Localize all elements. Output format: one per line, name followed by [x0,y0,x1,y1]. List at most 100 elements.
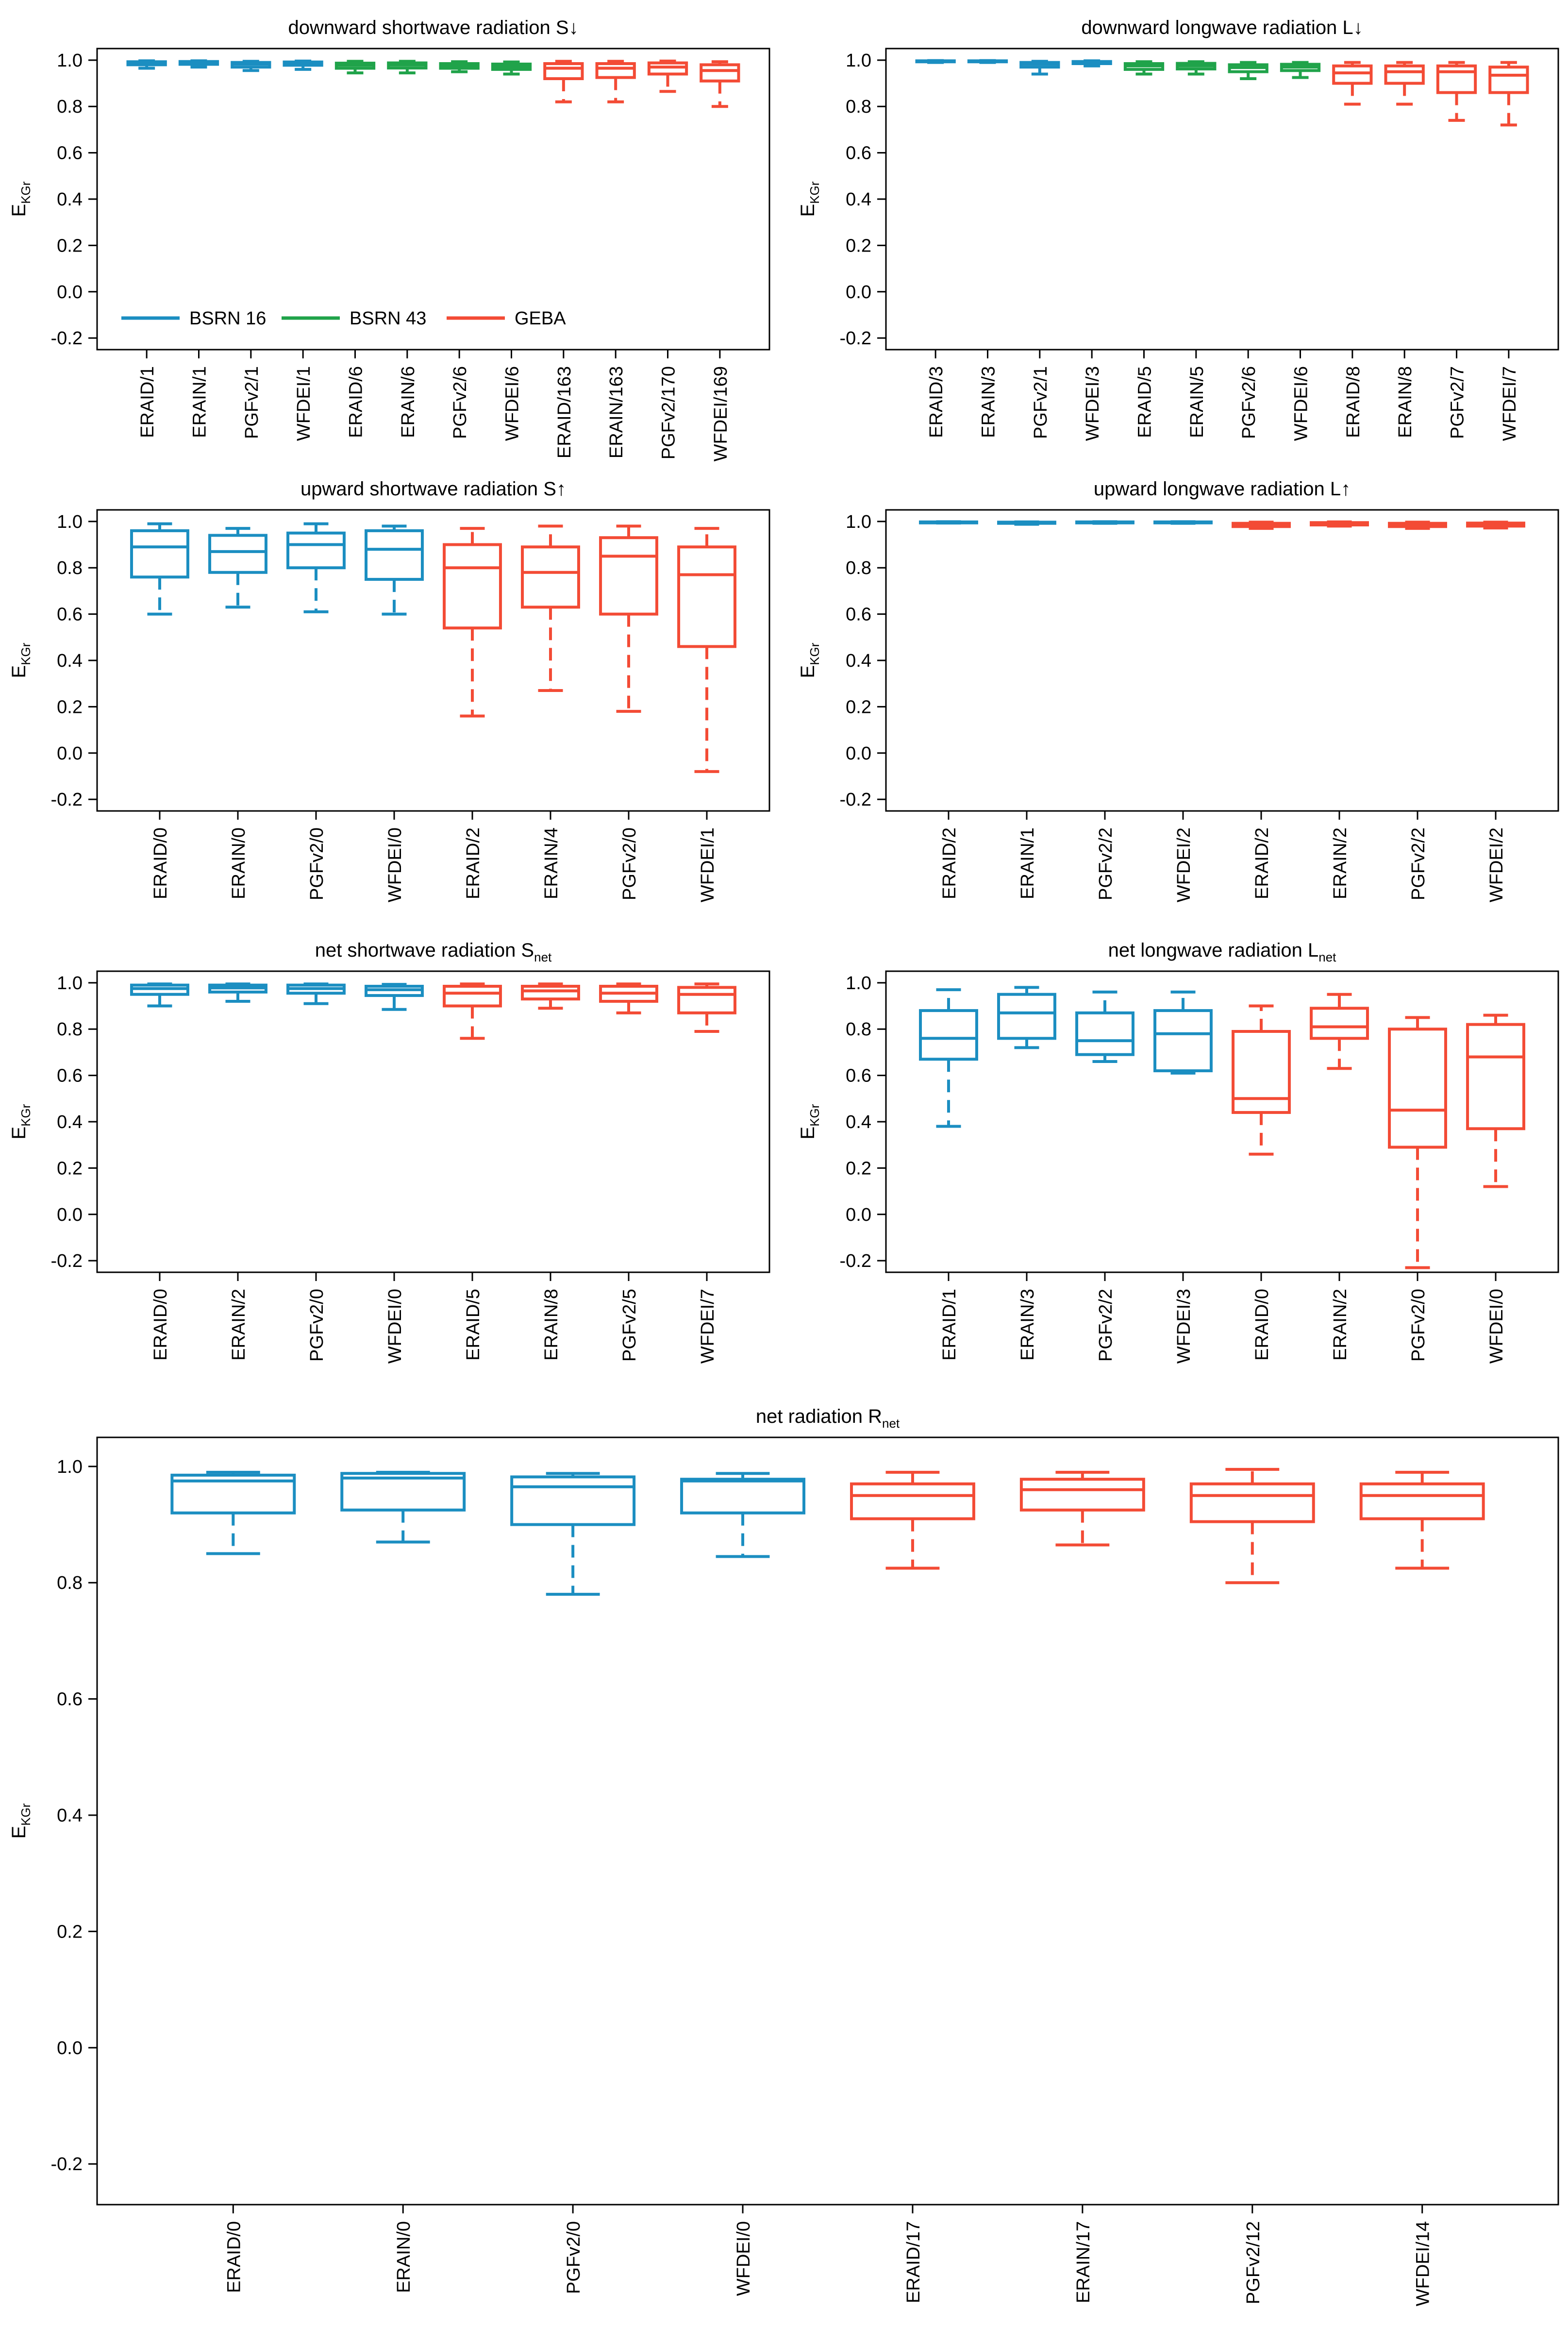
y-tick-label: 1.0 [57,973,83,994]
box-eraid-2 [443,527,502,718]
panel-lw-down: downward longwave radiation L↓ 1.0 0.8 0.6 0… [797,17,1559,441]
y-tick-label: -0.2 [51,328,83,349]
box-wfdei-0 [1466,1013,1525,1188]
box-eraid-0 [1232,1004,1291,1156]
y-tick-label: 0.0 [57,743,83,764]
iqr-box [1359,1482,1485,1520]
box-eraid-0 [170,1470,296,1555]
x-category-label: PGFv2/0 [564,2221,584,2294]
y-axis-label: EKGr [8,642,33,678]
plot-frame [96,509,770,812]
iqr-box [365,529,424,581]
x-category-label: ERAID/2 [463,827,484,899]
y-axis-label-text: E [8,1826,30,1839]
x-category-label: WFDEI/0 [385,1289,405,1364]
x-category-label: WFDEI/0 [734,2221,754,2296]
x-category-label: ERAID/0 [1252,1289,1272,1361]
x-category-label: ERAID/0 [150,827,171,899]
x-category-label: ERAIN/4 [541,827,562,899]
iqr-box [543,62,584,80]
x-category-label: WFDEI/169 [711,366,731,461]
y-tick-label: 0.8 [57,558,83,578]
x-category-label: ERAIN/17 [1073,2221,1094,2303]
y-tick-label: 1.0 [846,512,871,532]
chart-title-subscript: net [882,1416,900,1431]
box-wfdei-1 [283,59,323,71]
x-category-label: WFDEI/6 [1291,366,1312,441]
box-erain-17 [1019,1470,1145,1547]
x-category-label: ERAIN/6 [398,366,418,438]
x-category-label: PGFv2/6 [1239,366,1259,439]
iqr-box [677,545,736,648]
y-tick-label: 0.0 [846,743,871,764]
box-erain-3 [967,59,1008,64]
y-tick-label: 0.4 [57,189,83,210]
box-erain-8 [1384,61,1425,106]
iqr-box [1466,1023,1525,1130]
chart-title: upward shortwave radiation S↑ [300,478,566,500]
y-tick-label: 0.4 [57,651,83,671]
y-tick-label: 0.4 [846,189,871,210]
plot-frame [96,970,770,1273]
y-axis-label: EKGr [8,1104,33,1139]
y-tick-label: 1.0 [57,1457,83,1477]
iqr-box [919,1009,978,1061]
box-pgfv2-0 [599,524,658,713]
y-axis-label-text: E [797,665,818,678]
y-axis-label: EKGr [797,181,822,217]
box-wfdei-6 [491,60,532,76]
y-tick-label: 0.8 [57,97,83,117]
chart-title: net radiation Rnet [756,1406,900,1431]
chart-title-text: net radiation R [756,1406,882,1427]
x-category-label: WFDEI/0 [385,827,405,902]
x-category-label: WFDEI/7 [1500,366,1520,441]
box-erain-1 [178,59,219,69]
x-category-label: ERAIN/2 [1330,1289,1351,1361]
y-tick-label: 0.2 [846,697,871,717]
x-category-label: ERAIN/8 [541,1289,562,1361]
x-category-label: ERAIN/3 [978,366,999,438]
x-category-label: WFDEI/2 [1486,827,1507,902]
box-pgfv2-2 [1075,990,1134,1063]
box-pgfv2-0 [286,522,346,613]
box-erain-2 [208,982,267,1003]
box-eraid-6 [334,60,376,75]
box-erain-2 [1310,520,1369,528]
y-tick-label: 0.6 [57,605,83,625]
y-tick-label: 0.8 [846,558,871,578]
box-erain-4 [521,524,580,692]
box-erain-3 [997,986,1056,1049]
y-tick-label: -0.2 [51,2154,83,2175]
y-axis-label-subscript: KGr [807,1104,822,1127]
y-axis-label-text: E [797,204,818,217]
x-category-label: WFDEI/1 [294,366,314,441]
y-tick-label: 0.2 [57,1158,83,1179]
y-tick-label: 0.0 [846,1205,871,1225]
plot-frame [885,970,1559,1273]
legend-label: BSRN 43 [350,308,426,329]
x-category-label: ERAIN/1 [1018,827,1038,899]
y-tick-label: -0.2 [840,1251,871,1271]
y-tick-label: 0.6 [846,143,871,164]
y-tick-label: 0.8 [57,1019,83,1040]
box-pgfv2-6 [439,60,480,73]
y-tick-label: 0.6 [846,605,871,625]
iqr-box [130,529,189,579]
x-category-label: ERAID/8 [1343,366,1364,438]
x-category-label: PGFv2/1 [1031,366,1051,439]
y-axis-label-subscript: KGr [807,181,822,204]
panel-lw-net: net longwave radiation Lnet 1.0 0.8 0.6 0.4 0… [797,940,1559,1364]
y-axis-label-subscript: KGr [18,1104,33,1127]
x-category-label: WFDEI/0 [1486,1289,1507,1364]
box-eraid-5 [1123,60,1165,76]
chart-title-text: net longwave radiation L [1108,940,1319,961]
x-category-label: ERAID/2 [1252,827,1272,899]
box-erain-5 [1176,60,1217,76]
iqr-box [1232,1030,1291,1114]
box-pgfv2-12 [1189,1467,1315,1585]
chart-title: upward longwave radiation L↑ [1094,478,1351,500]
y-tick-label: 0.0 [57,2038,83,2058]
box-erain-2 [1310,993,1369,1070]
y-axis-label-text: E [8,204,30,217]
x-category-label: ERAID/1 [137,366,158,438]
